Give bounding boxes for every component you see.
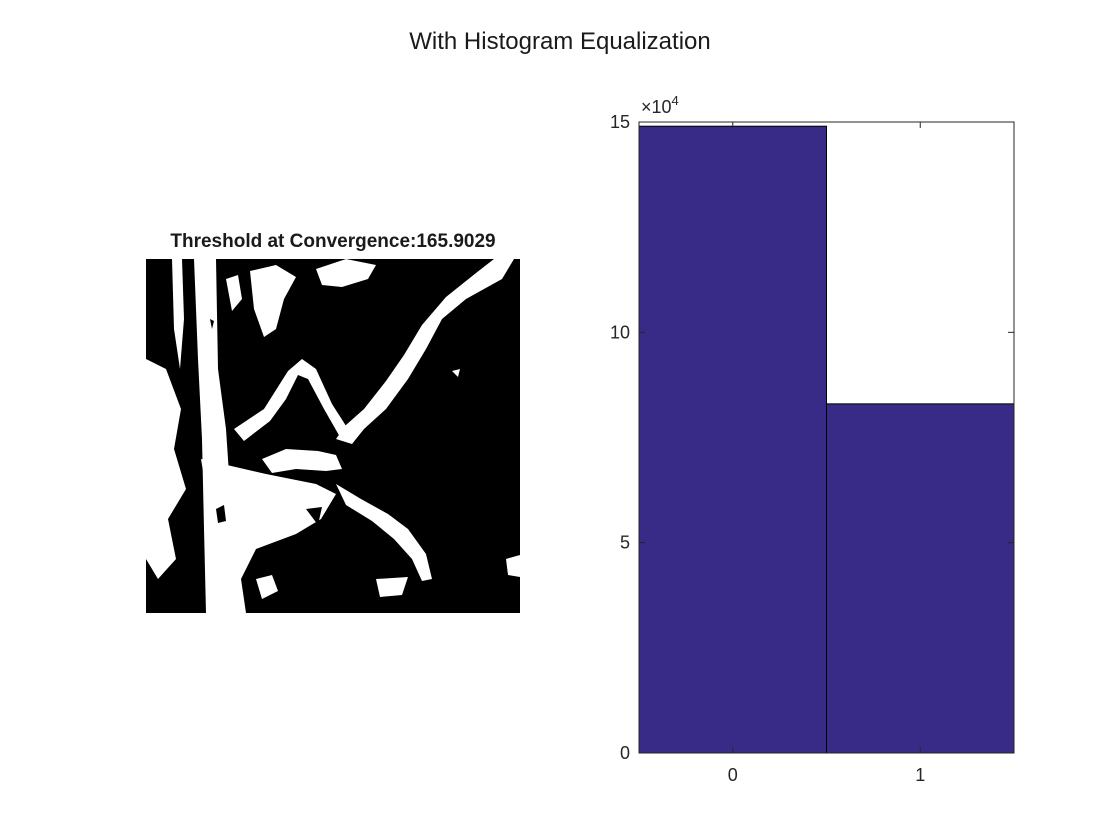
y-tick-label: 5 [620, 533, 630, 553]
y-tick-label: 15 [610, 112, 630, 132]
x-tick-label: 0 [728, 765, 738, 785]
axes-box [638, 121, 1015, 754]
image-panel-title: Threshold at Convergence:165.9029 [170, 231, 496, 252]
y-tick-label: 10 [610, 322, 630, 342]
thresholded-binary-image [146, 259, 520, 613]
figure-title: With Histogram Equalization [409, 28, 711, 55]
x-tick-label: 1 [915, 765, 925, 785]
bar-0 [638, 125, 827, 754]
y-tick-label: 0 [620, 743, 630, 763]
bar-1 [826, 403, 1015, 754]
y-exponent-label: ×104 [641, 93, 679, 117]
